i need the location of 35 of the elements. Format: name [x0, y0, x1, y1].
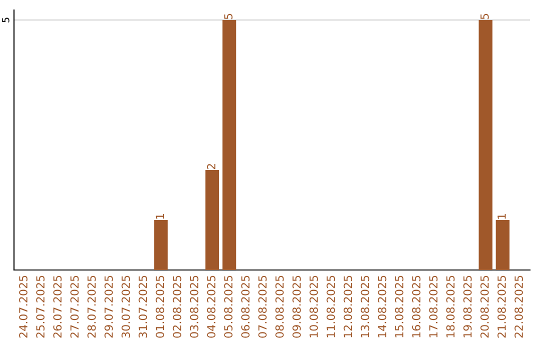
x-tick-label: 18.08.2025: [446, 276, 455, 338]
x-tick-label: 07.08.2025: [258, 276, 267, 338]
x-tick-label: 27.07.2025: [70, 276, 79, 338]
data-label: 5: [480, 14, 489, 20]
data-label: 5: [224, 14, 233, 20]
data-label: 1: [498, 214, 506, 219]
x-tick-label: 25.07.2025: [36, 276, 45, 338]
x-tick-label: 14.08.2025: [378, 276, 386, 338]
x-tick-label: 03.08.2025: [190, 276, 198, 338]
x-tick-label: 06.08.2025: [241, 276, 250, 338]
x-tick-label: 11.08.2025: [326, 276, 336, 338]
x-tick-label: 13.08.2025: [360, 276, 370, 338]
x-tick-label: 08.08.2025: [275, 276, 284, 338]
x-tick-label: 09.08.2025: [292, 276, 301, 338]
x-tick-label: 19.08.2025: [463, 276, 472, 338]
x-tick-label: 28.07.2025: [87, 276, 96, 338]
x-tick-label: 04.08.2025: [207, 276, 216, 338]
x-tick-label: 15.08.2025: [394, 276, 404, 338]
x-tick-label: 05.08.2025: [224, 276, 233, 338]
x-tick-label: 16.08.2025: [412, 276, 420, 338]
x-tick-label: 21.08.2025: [497, 276, 506, 338]
x-tick-label: 12.08.2025: [344, 276, 352, 338]
x-tick-label: 24.07.2025: [19, 276, 28, 338]
x-tick-label: 01.08.2025: [156, 276, 164, 338]
data-label: 2: [207, 164, 216, 170]
data-label: 1: [156, 214, 164, 219]
x-tick-label: 17.08.2025: [429, 276, 438, 338]
x-tick-label: 20.08.2025: [480, 276, 489, 338]
x-tick-label: 26.07.2025: [53, 276, 62, 338]
x-tick-label: 02.08.2025: [172, 276, 182, 338]
x-tick-label: 22.08.2025: [514, 276, 523, 338]
x-tick-label: 29.07.2025: [104, 276, 113, 338]
x-tick-label: 30.07.2025: [122, 276, 130, 338]
x-tick-label: 10.08.2025: [310, 276, 318, 338]
x-tick-label: 31.07.2025: [138, 276, 148, 338]
